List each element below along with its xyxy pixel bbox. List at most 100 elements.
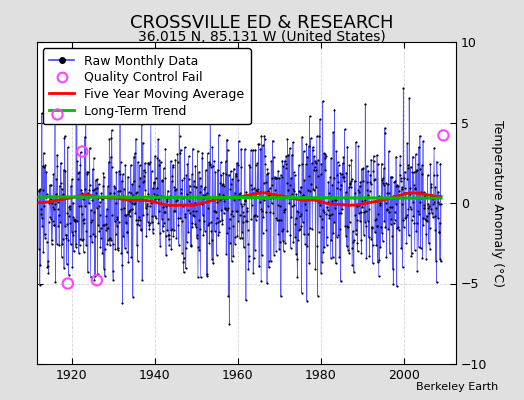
Point [364,167,372,174]
Point [339,160,347,166]
Point [353,240,362,246]
Point [222,250,231,257]
Point [166,202,174,208]
Point [334,232,343,238]
Point [71,218,79,224]
Point [69,199,77,206]
Point [362,255,370,262]
Point [271,187,279,194]
Point [379,182,388,188]
Point [145,226,154,232]
Point [283,136,292,142]
Point [414,208,422,214]
Point [205,159,213,166]
Point [138,277,146,283]
Point [163,198,171,204]
Point [75,250,83,256]
Point [128,200,137,206]
Point [287,213,296,220]
Point [388,232,397,239]
Point [145,222,154,228]
Point [54,206,62,212]
Text: 36.015 N, 85.131 W (United States): 36.015 N, 85.131 W (United States) [138,30,386,44]
Point [199,212,207,218]
Point [147,112,155,118]
Point [210,158,219,164]
Point [377,196,385,203]
Point [429,196,438,202]
Point [58,254,66,260]
Point [95,228,103,234]
Point [299,219,307,226]
Point [197,182,205,189]
Point [144,160,152,166]
Point [387,216,396,222]
Point [217,216,226,223]
Point [261,179,270,185]
Point [392,153,400,160]
Point [364,192,373,198]
Point [180,175,189,181]
Point [308,196,316,202]
Point [392,283,401,289]
Point [323,204,331,210]
Point [146,158,155,165]
Point [292,250,300,257]
Point [204,220,213,226]
Point [368,224,376,230]
Point [216,159,225,166]
Point [195,247,203,253]
Point [49,171,58,178]
Point [159,204,167,210]
Point [329,230,337,237]
Point [124,259,133,266]
Point [39,249,48,256]
Point [143,211,151,218]
Point [116,159,125,166]
Point [78,237,86,244]
Point [319,207,328,213]
Point [286,245,294,251]
Point [333,159,342,165]
Point [286,232,294,238]
Point [354,143,363,149]
Point [94,194,102,201]
Point [155,208,163,214]
Point [45,200,53,207]
Point [104,225,113,232]
Point [78,211,86,217]
Point [247,147,255,154]
Point [297,222,305,229]
Point [424,204,432,211]
Point [405,232,413,238]
Point [277,174,286,181]
Point [337,171,346,177]
Point [330,219,339,226]
Point [305,113,314,119]
Point [132,135,140,142]
Point [347,176,356,183]
Point [126,213,134,220]
Point [368,224,376,231]
Point [104,183,112,190]
Point [302,161,310,168]
Point [124,174,132,180]
Point [44,263,52,269]
Point [336,170,345,176]
Point [97,196,106,202]
Point [68,228,76,235]
Point [313,133,321,139]
Point [80,249,88,256]
Point [357,237,365,243]
Point [40,231,49,237]
Point [288,186,297,192]
Point [211,208,220,214]
Point [341,195,349,201]
Point [149,179,158,186]
Point [326,212,334,218]
Point [384,181,392,188]
Point [344,184,353,191]
Point [369,153,378,159]
Point [421,216,429,222]
Point [57,160,65,166]
